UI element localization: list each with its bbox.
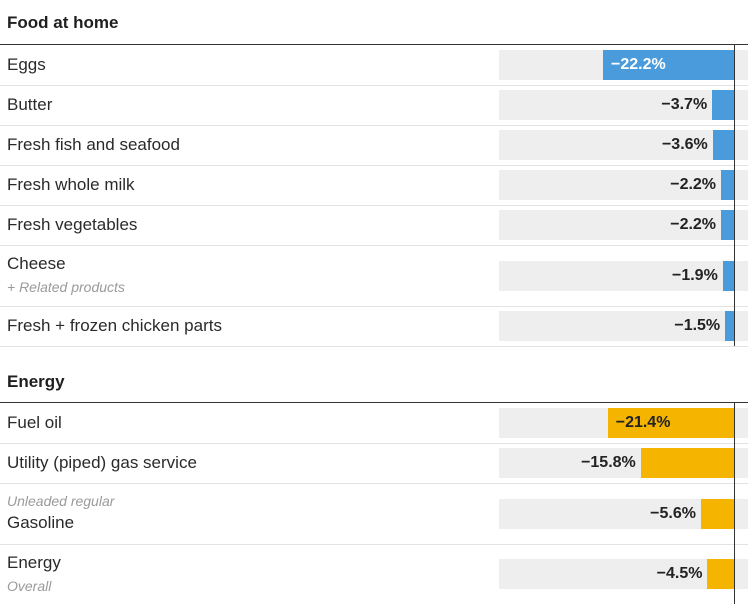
row-separator [0,443,748,444]
row-note: Overall [7,578,52,594]
row-separator [0,245,748,246]
bar [712,90,734,120]
bar [607,408,734,438]
row-separator [0,85,748,86]
row-separator [0,205,748,206]
zero-line [734,402,735,604]
data-label: −22.2% [611,56,666,73]
bar-track [499,130,748,160]
bar [725,311,734,341]
bar [603,50,734,80]
row-note: + Related products [7,279,125,295]
data-label: −15.8% [581,454,636,471]
row-separator [0,346,748,347]
data-label: −3.7% [661,96,708,113]
section-title: Food at home [7,13,119,32]
bar-track [499,261,748,291]
bar [640,448,734,478]
bar-track [499,90,748,120]
bar-track [499,559,748,589]
data-label: −2.2% [670,176,717,193]
row-label: Fresh whole milk [7,175,135,194]
section-title: Energy [7,372,65,391]
data-label: −1.9% [671,267,718,284]
data-label: −2.2% [670,216,717,233]
row-separator [0,306,748,307]
bar-track [499,170,748,200]
row-separator [0,165,748,166]
data-label: −3.6% [661,136,708,153]
bar [707,559,734,589]
row-note: Unleaded regular [7,493,115,509]
bar [700,499,734,529]
bar-track [499,311,748,341]
data-label: −21.4% [615,414,671,431]
row-label: Butter [7,95,53,114]
section-rule [0,44,748,45]
row-label: Fuel oil [7,413,62,432]
row-separator [0,483,748,484]
bar-track [499,210,748,240]
row-label: Fresh fish and seafood [7,135,180,154]
bar [721,170,734,200]
data-label: −4.5% [656,565,703,582]
row-label: Cheese [7,254,66,273]
data-label: −5.6% [650,505,696,522]
row-label: Utility (piped) gas service [7,453,197,472]
bar [722,261,734,291]
row-label: Fresh vegetables [7,215,138,234]
row-label: Fresh + frozen chicken parts [7,316,222,335]
bar [721,210,734,240]
row-label: Gasoline [7,513,75,532]
data-label: −1.5% [674,317,721,334]
row-label: Energy [7,553,61,572]
section-rule [0,402,748,403]
bar [712,130,734,160]
row-separator [0,125,748,126]
row-label: Eggs [7,55,46,74]
row-separator [0,544,748,545]
zero-line [734,44,735,346]
